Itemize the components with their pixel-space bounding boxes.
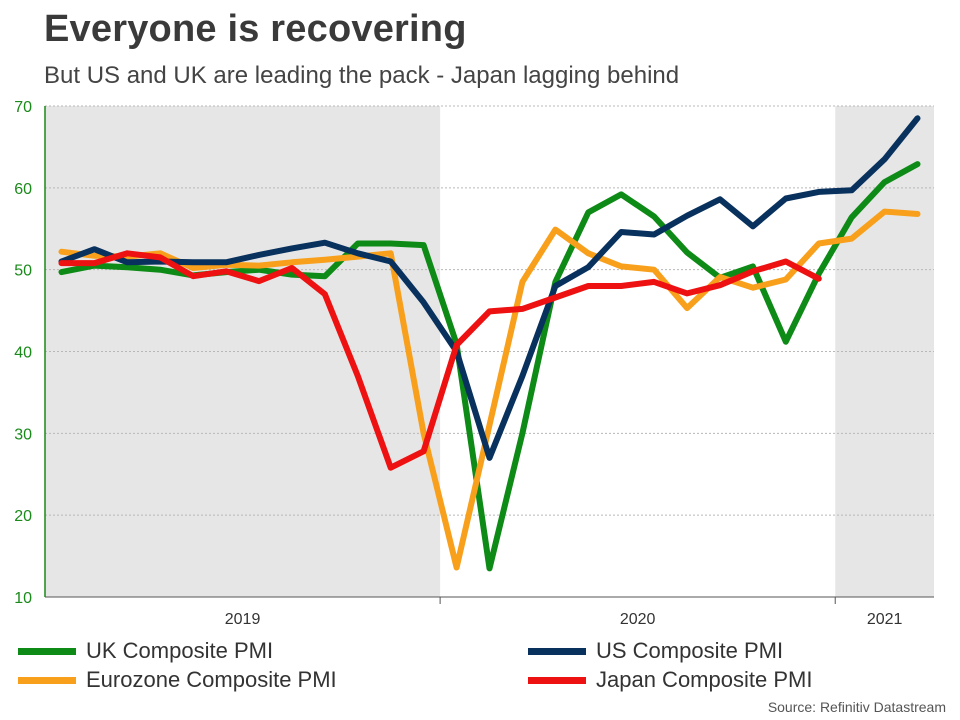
x-year-label-2019: 2019 <box>225 611 261 628</box>
source-note: Source: Refinitiv Datastream <box>767 699 946 715</box>
legend-item-us: US Composite PMI <box>528 636 783 666</box>
legend-swatch-uk <box>18 647 76 655</box>
y-tick-label-30: 30 <box>14 426 32 443</box>
legend-item-uk: UK Composite PMI <box>18 636 273 666</box>
series-line-eurozone <box>58 208 921 571</box>
legend-label-uk: UK Composite PMI <box>86 638 274 663</box>
legend-label-eurozone: Eurozone Composite PMI <box>86 667 337 692</box>
y-tick-label-50: 50 <box>14 263 32 280</box>
legend-swatch-eurozone <box>18 676 76 684</box>
legend-swatch-japan <box>528 676 586 684</box>
x-year-label-2021: 2021 <box>867 611 903 628</box>
y-tick-label-20: 20 <box>14 508 32 525</box>
x-year-label-2020: 2020 <box>620 611 656 628</box>
y-tick-label-40: 40 <box>14 345 32 362</box>
series-line-japan <box>58 250 822 471</box>
legend-swatch-us <box>528 647 586 655</box>
y-tick-label-70: 70 <box>14 99 32 116</box>
y-tick-label-60: 60 <box>14 181 32 198</box>
y-tick-label-10: 10 <box>14 590 32 607</box>
legend-item-eurozone: Eurozone Composite PMI <box>18 665 337 695</box>
chart-subtitle: But US and UK are leading the pack - Jap… <box>44 62 680 89</box>
legend: UK Composite PMI US Composite PMI Eurozo… <box>18 634 948 698</box>
legend-label-japan: Japan Composite PMI <box>596 667 813 692</box>
legend-label-us: US Composite PMI <box>596 638 784 663</box>
series-line-us <box>58 115 921 461</box>
legend-item-japan: Japan Composite PMI <box>528 665 812 695</box>
chart-title: Everyone is recovering <box>44 8 467 50</box>
